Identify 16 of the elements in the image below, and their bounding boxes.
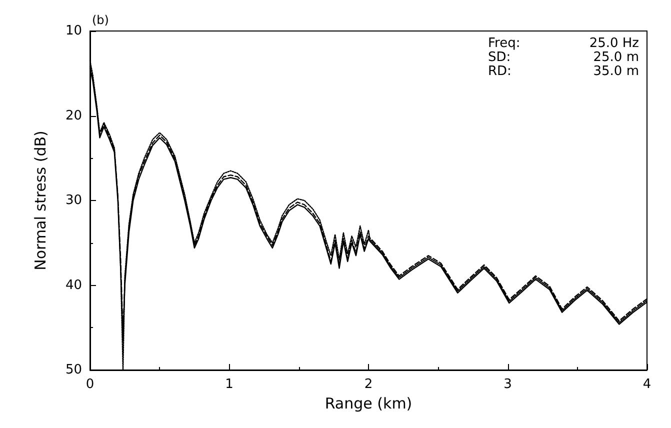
x-tick-label: 0 (86, 377, 94, 392)
text: RD: 35.0 m (488, 64, 640, 79)
y-tick-label: 40 (65, 278, 82, 293)
text: (b) (92, 13, 109, 27)
y-tick-label: 20 (65, 108, 82, 124)
y-tick-label: 50 (65, 362, 82, 378)
y-tick-label: 30 (65, 193, 82, 208)
y-tick-label: 10 (65, 24, 82, 38)
x-tick-label: 4 (642, 377, 652, 392)
y-axis-title: Normal stress (dB) (32, 130, 50, 270)
text: SD: 25.0 m (488, 50, 640, 65)
x-tick-label: 3 (504, 377, 512, 392)
text: Freq: 25.0 Hz (488, 36, 640, 51)
x-axis-title: Range (km) (324, 394, 412, 412)
x-tick-label: 1 (225, 377, 234, 392)
x-tick-label: 2 (364, 377, 373, 392)
